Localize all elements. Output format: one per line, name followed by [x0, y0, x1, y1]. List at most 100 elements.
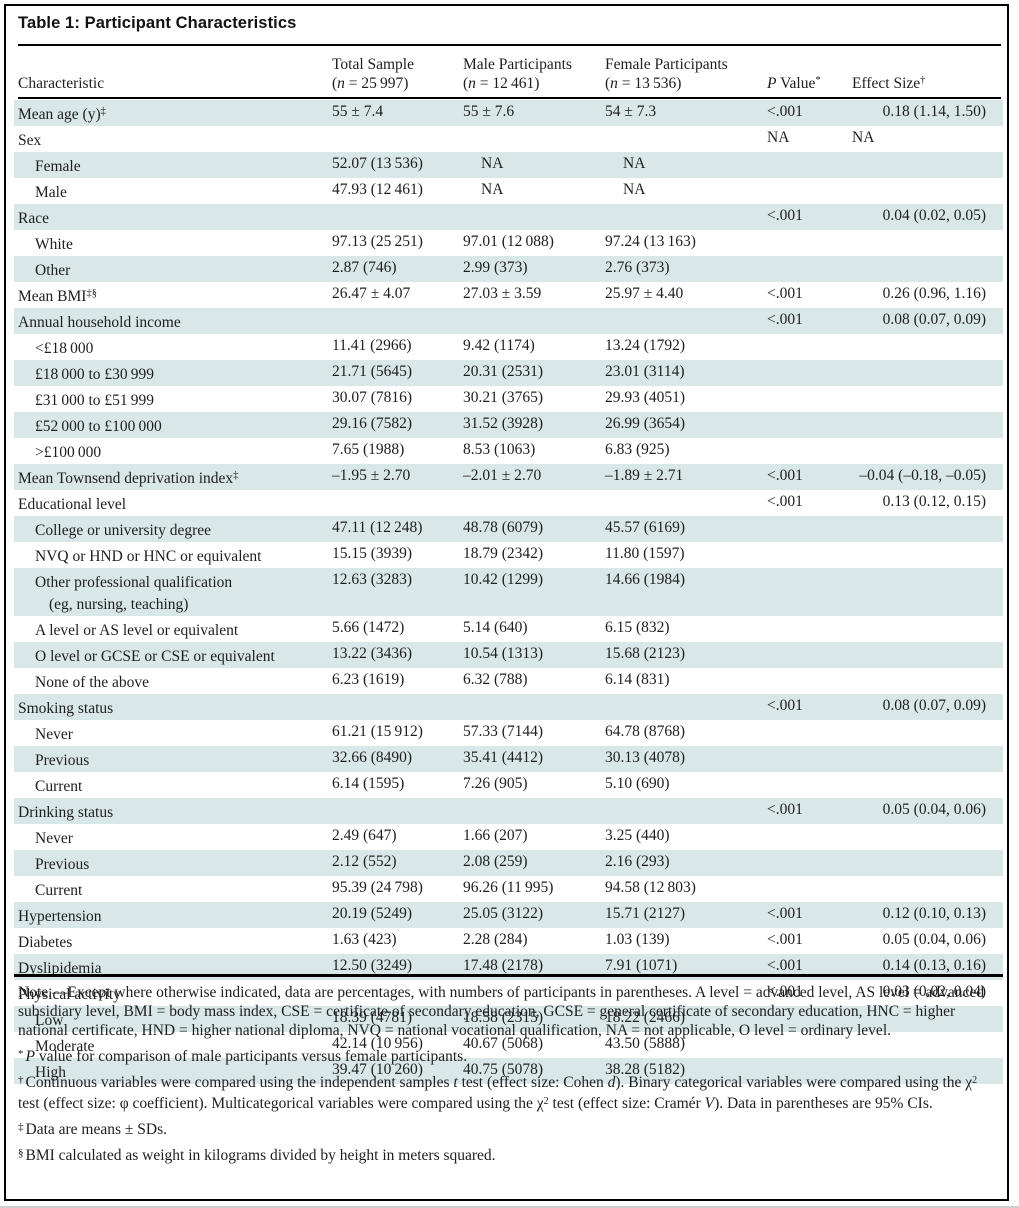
cell-male: 5.14 (640): [463, 619, 528, 636]
row-characteristic: Physical activity: [18, 980, 332, 1006]
table-row: Annual household income <.001 0.08 (0.07…: [14, 308, 1003, 334]
cell-effect-size: 0.26 (0.96, 1.16): [882, 285, 986, 302]
table-row: None of the above 6.23 (1619) 6.32 (788)…: [14, 668, 1003, 694]
row-label: Low: [35, 1012, 64, 1029]
cell-effect-size: –0.04 (–0.18, –0.05): [859, 467, 986, 484]
cell-effect-size: 0.12 (0.10, 0.13): [882, 905, 986, 922]
cell-female: 25.97 ± 4.40: [605, 285, 684, 302]
cell-p-value: NA: [767, 129, 790, 146]
cell-male: [463, 490, 605, 516]
footnote-text: Data are means ± SDs.: [25, 1121, 168, 1138]
cell-total-sample: 2.49 (647): [332, 827, 397, 844]
footnote: † Continuous variables were compared usin…: [18, 1071, 995, 1113]
row-characteristic: NVQ or HND or HNC or equivalent: [18, 542, 332, 568]
cell-effect-size: [840, 386, 1003, 412]
cell-total-sample: 2.87 (746): [332, 259, 397, 276]
cell-male: 27.03 ± 3.59: [463, 285, 542, 302]
row-label-sup: ‡: [233, 470, 239, 481]
cell-male: 10.54 (1313): [463, 645, 544, 662]
row-label: Mean Townsend deprivation index: [18, 470, 234, 487]
cell-total-sample: 39.47 (10 260): [332, 1061, 423, 1078]
row-characteristic: Mean age (y)‡: [18, 100, 332, 126]
table-row: White 97.13 (25 251) 97.01 (12 088) 97.2…: [14, 230, 1003, 256]
table-row: Female 52.07 (13 536) NA NA: [14, 152, 1003, 178]
cell-effect-size: [840, 178, 1003, 204]
row-label: College or university degree: [35, 522, 212, 539]
cell-total-sample: 5.66 (1472): [332, 619, 405, 636]
row-label: £18 000 to £30 999: [35, 366, 155, 383]
row-label: Sex: [18, 132, 42, 149]
cell-p-value: [767, 824, 840, 850]
cell-p-value: <.001: [767, 103, 803, 120]
footnote-marker: †: [18, 1074, 24, 1086]
cell-effect-size: 0.03 (0.02, 0.04): [882, 983, 986, 1000]
col-header-total-sample: Total Sample (n = 25 997): [332, 56, 414, 92]
cell-male: 18.79 (2342): [463, 545, 544, 562]
cell-p-value: [767, 616, 840, 642]
row-label: Mean BMI: [18, 288, 87, 305]
cell-effect-size: 0.05 (0.04, 0.06): [882, 931, 986, 948]
row-label: Other: [35, 262, 71, 279]
cell-effect-size: 0.13 (0.12, 0.15): [882, 493, 986, 510]
table-frame: Table 1: Participant Characteristics Cha…: [4, 4, 1009, 1201]
cell-p-value: [767, 334, 840, 360]
cell-effect-size: 0.18 (1.14, 1.50): [882, 103, 986, 120]
cell-effect-size: 0.08 (0.07, 0.09): [882, 311, 986, 328]
cell-female: 11.80 (1597): [605, 545, 685, 562]
cell-male: 2.99 (373): [463, 259, 528, 276]
cell-male: 1.66 (207): [463, 827, 528, 844]
cell-p-value: <.001: [767, 207, 803, 224]
cell-p-value: [767, 516, 840, 542]
footnote-marker: ‡: [18, 1121, 24, 1133]
cell-effect-size: [840, 642, 1003, 668]
row-label: NVQ or HND or HNC or equivalent: [35, 548, 262, 565]
cell-female: [605, 490, 767, 516]
row-label: None of the above: [35, 674, 150, 691]
table-row: Mean age (y)‡ 55 ± 7.4 55 ± 7.6 54 ± 7.3…: [14, 100, 1003, 126]
row-characteristic: <£18 000: [18, 334, 332, 360]
cell-total-sample: 7.65 (1988): [332, 441, 405, 458]
cell-effect-size: 0.05 (0.04, 0.06): [882, 801, 986, 818]
cell-male: 57.33 (7144): [463, 723, 544, 740]
table-row: Low 18.39 (4781) 18.58 (2315) 18.22 (246…: [14, 1006, 1003, 1032]
cell-male: 55 ± 7.6: [463, 103, 515, 120]
cell-male: 35.41 (4412): [463, 749, 544, 766]
cell-total-sample: –1.95 ± 2.70: [332, 467, 411, 484]
cell-total-sample: 42.14 (10 956): [332, 1035, 423, 1052]
cell-total-sample: [332, 126, 463, 152]
cell-female: –1.89 ± 2.71: [605, 467, 684, 484]
row-label: Never: [35, 830, 73, 847]
table-notes: Note.—Except where otherwise indicated, …: [18, 983, 995, 1170]
row-label: Educational level: [18, 496, 127, 513]
cell-effect-size: [840, 720, 1003, 746]
cell-female: [605, 694, 767, 720]
table-row: Current 95.39 (24 798) 96.26 (11 995) 94…: [14, 876, 1003, 902]
cell-p-value: <.001: [767, 493, 803, 510]
row-characteristic: Female: [18, 152, 332, 178]
row-label: Other professional qualification: [35, 574, 233, 591]
cell-effect-size: [840, 616, 1003, 642]
cell-p-value: [767, 772, 840, 798]
row-characteristic: Sex: [18, 126, 332, 152]
table-row: Hypertension 20.19 (5249) 25.05 (3122) 1…: [14, 902, 1003, 928]
row-label-sup: ‡§: [86, 288, 97, 299]
row-label: Race: [18, 210, 49, 227]
cell-male: 17.48 (2178): [463, 957, 544, 974]
row-label: Annual household income: [18, 314, 181, 331]
cell-female: 2.76 (373): [605, 259, 670, 276]
cell-total-sample: 6.23 (1619): [332, 671, 405, 688]
row-characteristic: £18 000 to £30 999: [18, 360, 332, 386]
row-characteristic: None of the above: [18, 668, 332, 694]
row-label: >£100 000: [35, 444, 102, 461]
cell-effect-size: [840, 412, 1003, 438]
cell-male: [463, 798, 605, 824]
cell-p-value: <.001: [767, 801, 803, 818]
cell-total-sample: 1.63 (423): [332, 931, 397, 948]
footnote-marker-dagger: †: [920, 75, 926, 86]
cell-female: 6.83 (925): [605, 441, 670, 458]
row-label: £52 000 to £100 000: [35, 418, 162, 435]
table-row: <£18 000 11.41 (2966) 9.42 (1174) 13.24 …: [14, 334, 1003, 360]
cell-male: [463, 694, 605, 720]
cell-female: 64.78 (8768): [605, 723, 686, 740]
cell-male: 30.21 (3765): [463, 389, 544, 406]
